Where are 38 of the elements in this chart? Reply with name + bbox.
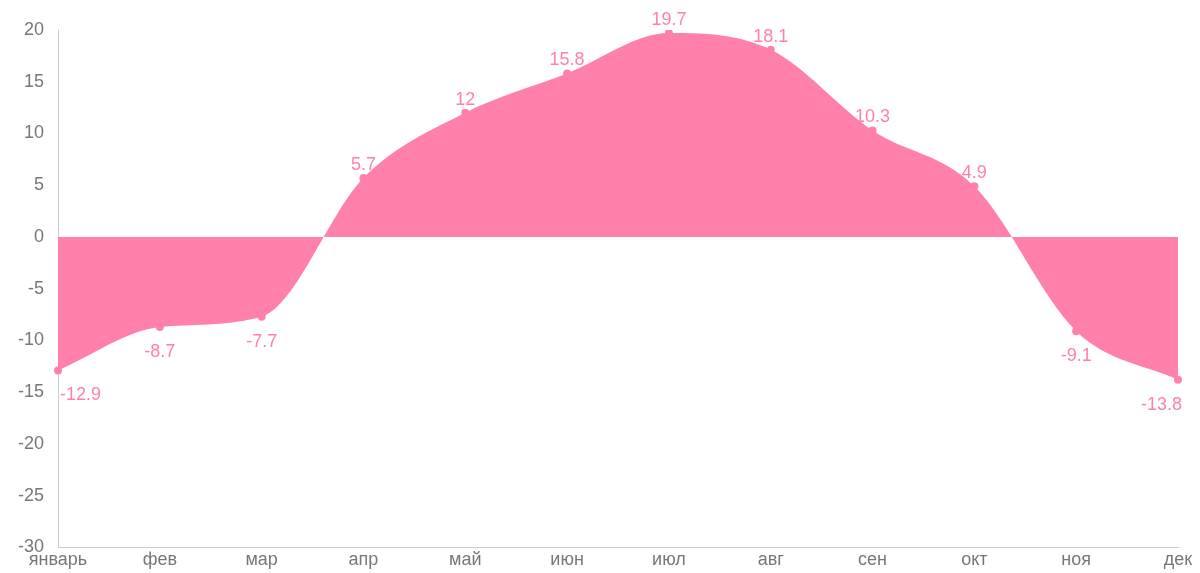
data-label: -13.8 — [1140, 393, 1182, 414]
data-label: 15.8 — [549, 49, 585, 70]
y-tick-label: 10 — [23, 122, 45, 143]
y-tick-label: 15 — [23, 70, 45, 91]
x-tick-label: фев — [142, 549, 178, 570]
x-tick-label: июл — [652, 549, 686, 570]
point — [970, 182, 979, 191]
x-tick-label: апр — [348, 549, 379, 570]
data-label: -7.7 — [246, 330, 278, 351]
data-label: 5.7 — [350, 153, 376, 174]
x-tick-label: авг — [757, 549, 785, 570]
y-tick-label: -5 — [28, 277, 45, 298]
data-label: -12.9 — [60, 384, 102, 405]
data-label: -8.7 — [144, 340, 176, 361]
data-label: 12 — [455, 88, 476, 109]
x-tick-label: окт — [961, 549, 988, 570]
point — [1072, 327, 1081, 336]
x-tick-label: ноя — [1061, 549, 1092, 570]
data-label: 18.1 — [753, 25, 789, 46]
data-label: -9.1 — [1060, 345, 1092, 366]
x-tick-label: сен — [858, 549, 888, 570]
y-tick-label: 20 — [23, 18, 45, 39]
y-tick-label: -25 — [18, 484, 45, 505]
x-tick-label: май — [449, 549, 482, 570]
point — [359, 173, 368, 182]
y-tick-label: -15 — [18, 381, 45, 402]
y-tick-label: 5 — [34, 174, 45, 195]
y-tick-label: 0 — [34, 225, 45, 246]
data-label: 19.7 — [651, 9, 687, 30]
x-tick-label: дек — [1163, 549, 1193, 570]
y-tick-label: -10 — [18, 329, 45, 350]
data-label: 10.3 — [855, 106, 891, 127]
point — [1174, 375, 1182, 384]
data-label: 4.9 — [961, 162, 987, 183]
point — [54, 366, 63, 375]
x-tick-label: июн — [550, 549, 584, 570]
y-tick-label: -20 — [18, 432, 45, 453]
x-tick-label: мар — [245, 549, 278, 570]
